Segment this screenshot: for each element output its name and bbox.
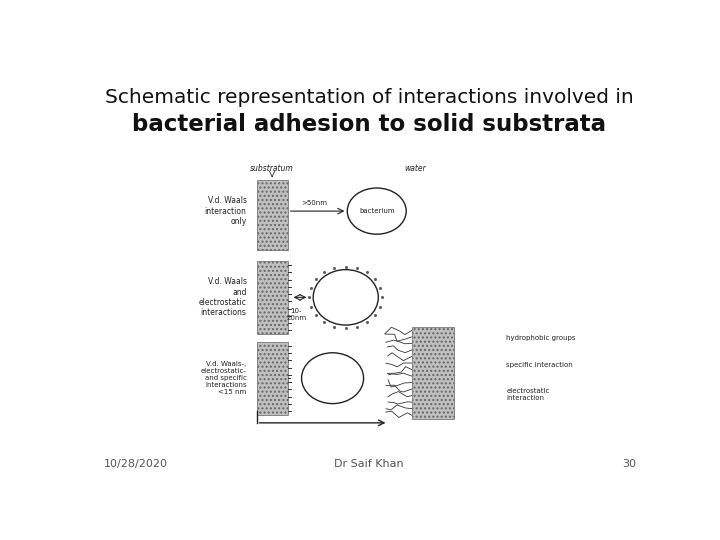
Text: electrostatic
interaction: electrostatic interaction <box>506 388 549 401</box>
Ellipse shape <box>302 353 364 403</box>
Ellipse shape <box>313 269 378 325</box>
Text: V.d. Waals
and
electrostatic
interactions: V.d. Waals and electrostatic interaction… <box>199 277 246 318</box>
Text: bacterium: bacterium <box>359 208 395 214</box>
Bar <box>412 327 454 419</box>
Text: 30: 30 <box>622 459 636 469</box>
Text: bacterial adhesion to solid substrata: bacterial adhesion to solid substrata <box>132 112 606 136</box>
Text: >50nm: >50nm <box>302 200 328 206</box>
Text: V.d. Waals
interaction
only: V.d. Waals interaction only <box>204 196 246 226</box>
Text: V.d. Waals-,
electrostatic-
and specific
interactions
<15 nm: V.d. Waals-, electrostatic- and specific… <box>201 361 246 395</box>
Text: water: water <box>405 164 426 173</box>
Text: Schematic representation of interactions involved in: Schematic representation of interactions… <box>104 88 634 107</box>
Text: 10/28/2020: 10/28/2020 <box>104 459 168 469</box>
Text: Dr Saif Khan: Dr Saif Khan <box>334 459 404 469</box>
Text: substratum: substratum <box>251 164 294 173</box>
Bar <box>256 261 287 334</box>
Ellipse shape <box>347 188 406 234</box>
Text: 10-
20nm: 10- 20nm <box>286 308 306 321</box>
Bar <box>256 342 287 415</box>
Bar <box>256 180 287 249</box>
Text: hydrophobic groups: hydrophobic groups <box>506 335 576 341</box>
Text: specific interaction: specific interaction <box>506 362 573 368</box>
